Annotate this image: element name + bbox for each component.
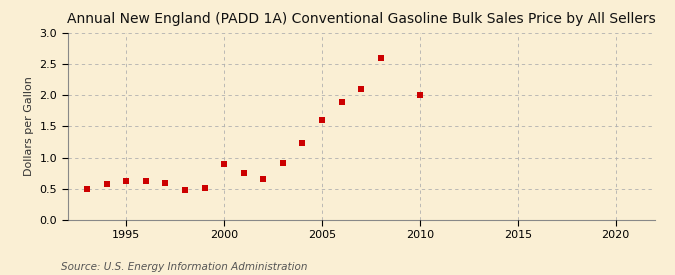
Point (375, 56, 386, 60)
Point (219, 162, 230, 166)
Text: Source: U.S. Energy Information Administration: Source: U.S. Energy Information Administ… (61, 262, 307, 272)
Point (140, 179, 151, 183)
Point (277, 160, 288, 165)
Point (356, 87, 367, 91)
Point (101, 182, 112, 187)
Point (297, 141, 308, 145)
Point (160, 180, 171, 185)
Point (199, 186, 210, 190)
Point (258, 177, 269, 182)
Point (82, 187, 92, 191)
Point (414, 93, 425, 98)
Point (336, 99, 347, 104)
Title: Annual New England (PADD 1A) Conventional Gasoline Bulk Sales Price by All Selle: Annual New England (PADD 1A) Conventiona… (67, 12, 655, 26)
Point (317, 118, 327, 122)
Point (121, 179, 132, 183)
Point (180, 188, 190, 192)
Y-axis label: Dollars per Gallon: Dollars per Gallon (24, 76, 34, 177)
Point (238, 170, 249, 175)
